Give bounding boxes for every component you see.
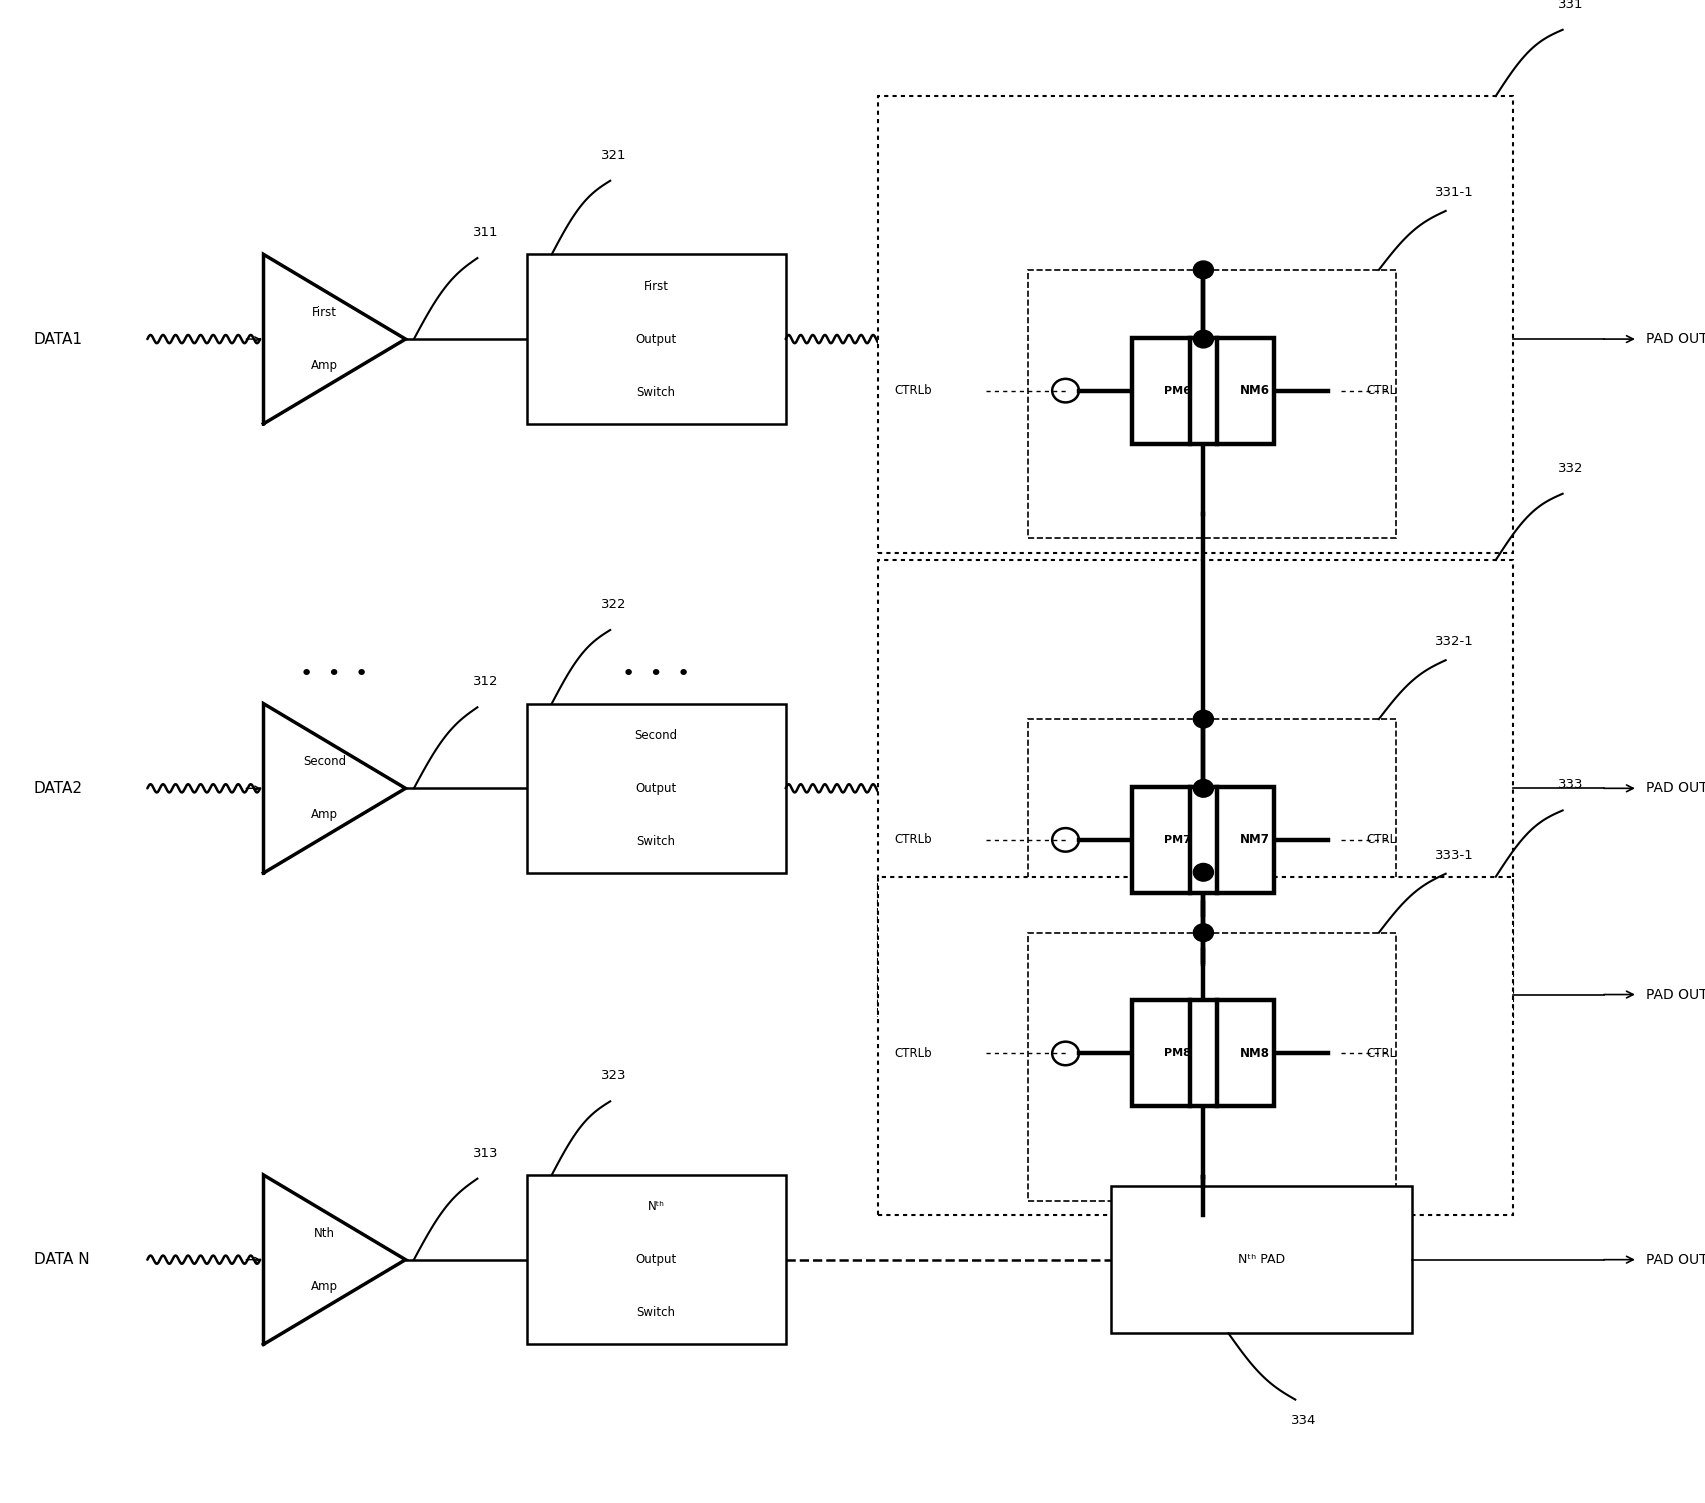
Text: CTRL: CTRL	[1366, 833, 1396, 846]
Bar	[1028, 933, 1395, 1201]
Bar	[1028, 718, 1395, 987]
Text: DATA1: DATA1	[34, 332, 84, 347]
Bar	[1112, 1186, 1412, 1333]
Bar	[1132, 1001, 1274, 1106]
Text: 334: 334	[1291, 1414, 1316, 1428]
Text: •  •  •: • • •	[300, 664, 368, 684]
Text: Output: Output	[636, 782, 677, 795]
Text: PAD OUT1: PAD OUT1	[1647, 332, 1705, 346]
Text: NM6: NM6	[1240, 385, 1270, 397]
Text: DATA2: DATA2	[34, 782, 84, 795]
Text: CTRL: CTRL	[1366, 385, 1396, 397]
Bar	[878, 876, 1512, 1216]
Text: 333-1: 333-1	[1434, 849, 1473, 863]
Text: 312: 312	[472, 675, 498, 688]
Bar	[527, 254, 786, 424]
Text: 331-1: 331-1	[1434, 186, 1473, 198]
Text: 332-1: 332-1	[1434, 636, 1473, 648]
Circle shape	[1194, 924, 1214, 941]
Text: Nᵗʰ: Nᵗʰ	[648, 1199, 665, 1213]
Text: 321: 321	[600, 149, 626, 162]
Text: CTRLb: CTRLb	[893, 833, 933, 846]
Text: PM8: PM8	[1165, 1049, 1192, 1058]
Text: CTRLb: CTRLb	[893, 385, 933, 397]
Text: PAD OUT(N): PAD OUT(N)	[1647, 1252, 1705, 1267]
Text: 323: 323	[600, 1069, 626, 1082]
Text: PM6: PM6	[1165, 386, 1192, 395]
Bar	[527, 1175, 786, 1344]
Text: •  •  •: • • •	[622, 664, 691, 684]
Circle shape	[1194, 780, 1214, 797]
Bar	[878, 561, 1512, 1016]
Text: •
•
•: • • •	[1199, 1052, 1207, 1097]
Text: DATA N: DATA N	[34, 1252, 89, 1267]
Text: 331: 331	[1558, 0, 1584, 11]
Text: Output: Output	[636, 1254, 677, 1266]
Text: Nth: Nth	[314, 1226, 334, 1240]
Circle shape	[1194, 262, 1214, 278]
Text: PAD OUT(N-1): PAD OUT(N-1)	[1647, 987, 1705, 1001]
Text: Amp: Amp	[310, 359, 338, 373]
Text: 322: 322	[600, 598, 626, 610]
Text: Amp: Amp	[310, 1279, 338, 1293]
Bar	[1132, 338, 1274, 443]
Text: CTRLb: CTRLb	[893, 1048, 933, 1060]
Text: Output: Output	[636, 332, 677, 346]
Text: Switch: Switch	[636, 834, 675, 848]
Circle shape	[1194, 863, 1214, 881]
Bar	[878, 96, 1512, 553]
Text: 313: 313	[472, 1147, 498, 1159]
Text: Second: Second	[634, 729, 677, 742]
Text: First: First	[312, 307, 338, 319]
Text: Amp: Amp	[310, 809, 338, 821]
Text: 333: 333	[1558, 779, 1584, 791]
Bar	[527, 703, 786, 873]
Text: Nᵗʰ PAD: Nᵗʰ PAD	[1238, 1254, 1286, 1266]
Text: Switch: Switch	[636, 386, 675, 398]
Text: Second: Second	[303, 756, 346, 768]
Circle shape	[1194, 331, 1214, 347]
Text: Switch: Switch	[636, 1306, 675, 1320]
Text: NM7: NM7	[1240, 833, 1270, 846]
Circle shape	[1194, 711, 1214, 727]
Text: PM7: PM7	[1165, 834, 1192, 845]
Text: 311: 311	[472, 225, 498, 239]
Text: First: First	[644, 280, 668, 293]
Text: PAD OUT2: PAD OUT2	[1647, 782, 1705, 795]
Text: NM8: NM8	[1240, 1048, 1270, 1060]
Text: CTRL: CTRL	[1366, 1048, 1396, 1060]
Bar	[1132, 788, 1274, 893]
Bar	[1028, 271, 1395, 538]
Text: 332: 332	[1558, 461, 1584, 475]
